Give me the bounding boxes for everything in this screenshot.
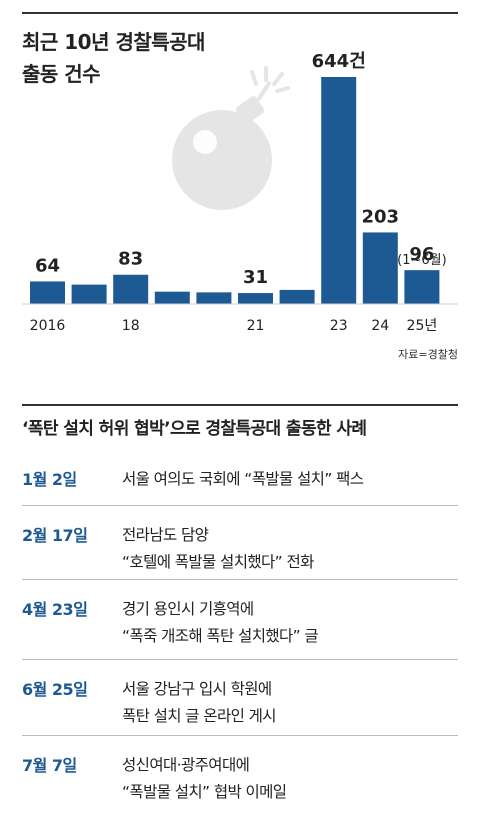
- case-description: 전라남도 담양 “호텔에 폭발물 설치했다” 전화: [122, 522, 458, 576]
- cases-rule: [22, 404, 458, 406]
- bar-21: [238, 293, 273, 304]
- bar-23: [321, 77, 357, 304]
- x-tick-24: 24: [371, 318, 389, 334]
- case-item: 4월 23일 경기 용인시 기흥역에 “폭죽 개조해 폭탄 설치했다” 글: [22, 580, 458, 660]
- data-label-23: 644건: [312, 51, 366, 72]
- case-date: 2월 17일: [22, 526, 88, 545]
- case-date: 6월 25일: [22, 680, 88, 699]
- case-item: 7월 7일 성신여대·광주여대에 “폭발물 설치” 협박 이메일: [22, 736, 458, 820]
- data-label-2016: 64: [35, 255, 60, 276]
- x-tick-21: 21: [247, 318, 265, 334]
- case-description-line: “폭죽 개조해 폭탄 설치했다” 글: [122, 627, 319, 645]
- bar-2022: [279, 289, 315, 304]
- case-description: 서울 여의도 국회에 “폭발물 설치” 팩스: [122, 466, 458, 493]
- chart-title: 최근 10년 경찰특공대 출동 건수: [22, 26, 262, 90]
- case-date: 4월 23일: [22, 600, 88, 619]
- case-description-line: 성신여대·광주여대에: [122, 756, 250, 774]
- bar-chart: 64 83 31 644건 203 96(1~6월) 2016 18 21 23 24 25년: [22, 51, 458, 334]
- chart-title-line-1: 최근 10년 경찰특공대: [22, 30, 205, 54]
- case-description-line: 서울 강남구 입시 학원에: [122, 680, 272, 698]
- data-label-21: 31: [243, 267, 268, 288]
- data-label-24: 203: [362, 206, 400, 227]
- bar-24: [362, 232, 398, 304]
- case-date: 7월 7일: [22, 756, 77, 775]
- case-description-line: 전라남도 담양: [122, 526, 209, 544]
- case-description-line: 서울 여의도 국회에 “폭발물 설치” 팩스: [122, 470, 364, 488]
- case-description-line: “호텔에 폭발물 설치했다” 전화: [122, 553, 314, 571]
- bar-18: [113, 274, 149, 304]
- case-description: 경기 용인시 기흥역에 “폭죽 개조해 폭탄 설치했다” 글: [122, 596, 458, 650]
- bar-25년: [404, 270, 440, 304]
- case-description: 성신여대·광주여대에 “폭발물 설치” 협박 이메일: [122, 752, 458, 806]
- case-description-line: “폭발물 설치” 협박 이메일: [122, 783, 287, 801]
- chart-title-line-2: 출동 건수: [22, 62, 101, 86]
- x-tick-2016: 2016: [30, 318, 66, 334]
- bar-2016: [30, 281, 65, 304]
- data-label-25년: 96: [409, 244, 434, 265]
- annotation-period: (1~6월): [397, 253, 447, 268]
- cases-list: 1월 2일 서울 여의도 국회에 “폭발물 설치” 팩스 2월 17일 전라남도 담양…: [22, 450, 458, 820]
- bomb-icon: [172, 66, 290, 210]
- data-label-18: 83: [118, 249, 143, 270]
- x-tick-25년: 25년: [407, 318, 438, 334]
- top-rule: [22, 12, 458, 14]
- case-date: 1월 2일: [22, 470, 77, 489]
- bar-2019: [154, 291, 190, 304]
- bar-2017: [71, 284, 107, 304]
- x-tick-18: 18: [122, 318, 140, 334]
- bar-2020: [196, 292, 232, 304]
- cases-title: ‘폭탄 설치 허위 협박’으로 경찰특공대 출동한 사례: [22, 419, 367, 439]
- x-tick-23: 23: [330, 318, 348, 334]
- case-item: 1월 2일 서울 여의도 국회에 “폭발물 설치” 팩스: [22, 450, 458, 506]
- case-item: 2월 17일 전라남도 담양 “호텔에 폭발물 설치했다” 전화: [22, 506, 458, 580]
- source-note: 자료=경찰청: [398, 348, 458, 361]
- case-description-line: 폭탄 설치 글 온라인 게시: [122, 707, 277, 725]
- case-description-line: 경기 용인시 기흥역에: [122, 600, 254, 618]
